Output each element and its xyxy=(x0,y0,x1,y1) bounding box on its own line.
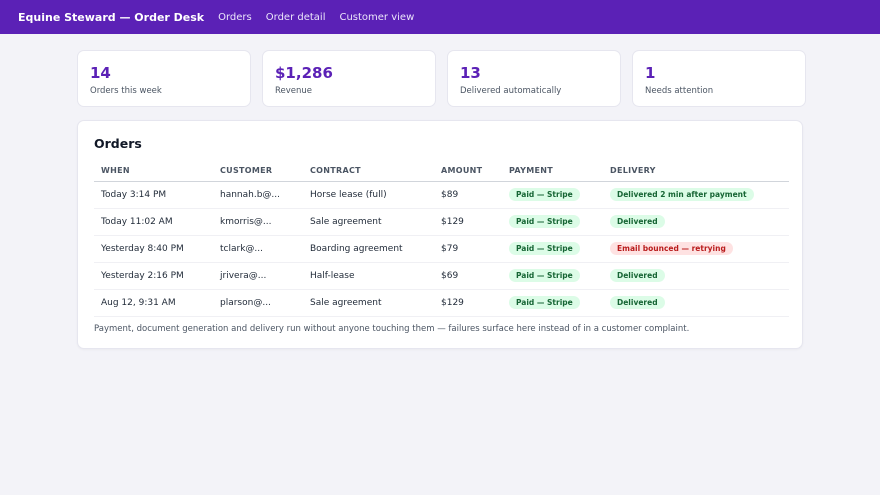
stat-card-needs-attention: 1 Needs attention xyxy=(632,50,806,107)
delivery-status-badge: Delivered xyxy=(610,296,665,309)
payment-status-badge: Paid — Stripe xyxy=(509,242,580,255)
contract-cell: Sale agreement xyxy=(303,289,434,317)
stat-value: 13 xyxy=(460,64,481,82)
nav-link-order-detail[interactable]: Order detail xyxy=(265,11,326,23)
stat-card-orders-week: 14 Orders this week xyxy=(77,50,251,107)
payment-cell: Paid — Stripe xyxy=(502,289,603,317)
delivery-cell: Delivered xyxy=(603,262,789,290)
app-title: Equine Steward — Order Desk xyxy=(18,10,205,24)
stat-label: Orders this week xyxy=(90,86,162,96)
contract-cell: Horse lease (full) xyxy=(303,181,434,209)
amount-cell: $129 xyxy=(434,289,502,317)
top-nav-bar: Equine Steward — Order Desk Orders Order… xyxy=(0,0,880,34)
stat-card-revenue: $1,286 Revenue xyxy=(262,50,436,107)
contract-cell: Sale agreement xyxy=(303,208,434,236)
column-header-when: WHEN xyxy=(94,161,213,182)
when-cell: Today 3:14 PM xyxy=(94,181,213,209)
column-header-customer: CUSTOMER xyxy=(213,161,303,182)
nav-link-customer-view[interactable]: Customer view xyxy=(339,11,415,23)
when-cell: Yesterday 8:40 PM xyxy=(94,235,213,263)
payment-cell: Paid — Stripe xyxy=(502,181,603,209)
payment-cell: Paid — Stripe xyxy=(502,262,603,290)
stats-row: 14 Orders this week $1,286 Revenue 13 De… xyxy=(77,50,806,107)
delivery-status-badge: Delivered xyxy=(610,215,665,228)
table-row[interactable]: Today 11:02 AM kmorris@... Sale agreement $… xyxy=(94,208,789,236)
delivery-status-badge: Delivered 2 min after payment xyxy=(610,188,754,201)
stat-card-delivered-auto: 13 Delivered automatically xyxy=(447,50,621,107)
stat-value: $1,286 xyxy=(275,64,333,82)
customer-cell: kmorris@... xyxy=(213,208,303,236)
when-cell: Yesterday 2:16 PM xyxy=(94,262,213,290)
table-row[interactable]: Yesterday 8:40 PM tclark@... Boarding agre… xyxy=(94,235,789,263)
when-cell: Today 11:02 AM xyxy=(94,208,213,236)
column-header-payment: PAYMENT xyxy=(502,161,603,182)
stat-value: 1 xyxy=(645,64,656,82)
delivery-cell: Delivered 2 min after payment xyxy=(603,181,789,209)
table-row[interactable]: Today 3:14 PM hannah.b@... Horse lease (fu… xyxy=(94,181,789,209)
delivery-status-badge: Email bounced — retrying xyxy=(610,242,733,255)
customer-cell: tclark@... xyxy=(213,235,303,263)
orders-footnote: Payment, document generation and deliver… xyxy=(94,324,690,334)
amount-cell: $79 xyxy=(434,235,502,263)
payment-status-badge: Paid — Stripe xyxy=(509,215,580,228)
column-header-amount: AMOUNT xyxy=(434,161,502,182)
table-row[interactable]: Aug 12, 9:31 AM plarson@... Sale agreement… xyxy=(94,289,789,317)
contract-cell: Boarding agreement xyxy=(303,235,434,263)
amount-cell: $129 xyxy=(434,208,502,236)
delivery-cell: Delivered xyxy=(603,208,789,236)
customer-cell: hannah.b@... xyxy=(213,181,303,209)
stat-label: Revenue xyxy=(275,86,313,96)
orders-title: Orders xyxy=(94,136,142,151)
stat-value: 14 xyxy=(90,64,111,82)
delivery-status-badge: Delivered xyxy=(610,269,665,282)
delivery-cell: Delivered xyxy=(603,289,789,317)
amount-cell: $69 xyxy=(434,262,502,290)
payment-status-badge: Paid — Stripe xyxy=(509,296,580,309)
amount-cell: $89 xyxy=(434,181,502,209)
payment-cell: Paid — Stripe xyxy=(502,208,603,236)
nav-link-orders[interactable]: Orders xyxy=(218,11,252,23)
when-cell: Aug 12, 9:31 AM xyxy=(94,289,213,317)
contract-cell: Half-lease xyxy=(303,262,434,290)
orders-panel: Orders WHEN CUSTOMER CONTRACT AMOUNT PAY… xyxy=(77,120,803,349)
stat-label: Needs attention xyxy=(645,86,714,96)
payment-status-badge: Paid — Stripe xyxy=(509,188,580,201)
table-header-row: WHEN CUSTOMER CONTRACT AMOUNT PAYMENT DE… xyxy=(94,161,789,182)
customer-cell: plarson@... xyxy=(213,289,303,317)
payment-status-badge: Paid — Stripe xyxy=(509,269,580,282)
column-header-delivery: DELIVERY xyxy=(603,161,789,182)
customer-cell: jrivera@... xyxy=(213,262,303,290)
stat-label: Delivered automatically xyxy=(460,86,562,96)
payment-cell: Paid — Stripe xyxy=(502,235,603,263)
column-header-contract: CONTRACT xyxy=(303,161,434,182)
orders-table: WHEN CUSTOMER CONTRACT AMOUNT PAYMENT DE… xyxy=(94,161,789,317)
table-row[interactable]: Yesterday 2:16 PM jrivera@... Half-lease $6… xyxy=(94,262,789,290)
delivery-cell: Email bounced — retrying xyxy=(603,235,789,263)
